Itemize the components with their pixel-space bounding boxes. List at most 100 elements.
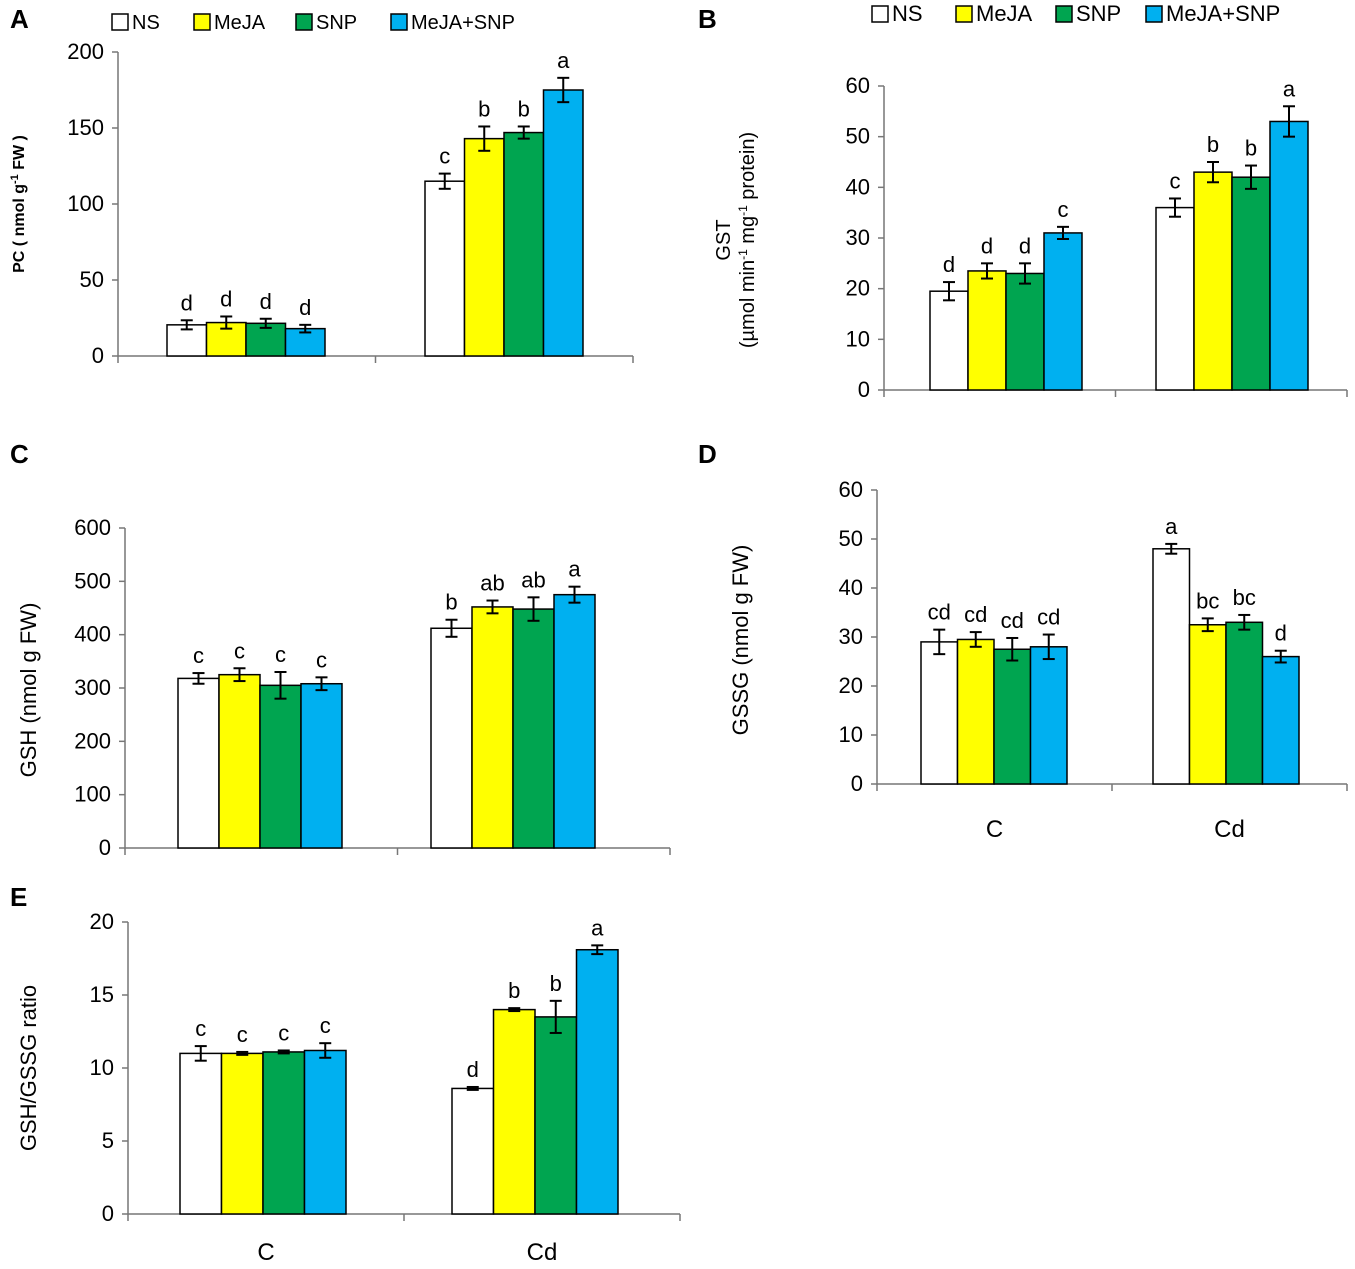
- significance-label: d: [467, 1057, 479, 1082]
- significance-label: d: [181, 290, 193, 315]
- bar: [1005, 272, 1045, 391]
- legend-swatch-ns: [871, 5, 889, 23]
- significance-label: d: [299, 295, 311, 320]
- bar: [259, 684, 302, 849]
- y-axis-title: (µmol min-1 mg-1 protein): [736, 132, 759, 348]
- significance-label: b: [518, 96, 530, 121]
- y-tick-label: 50: [846, 124, 870, 149]
- significance-label: d: [1019, 233, 1031, 258]
- significance-label: b: [508, 978, 520, 1003]
- bar: [1225, 621, 1264, 785]
- significance-label: c: [237, 1022, 248, 1047]
- y-tick-label: 20: [846, 276, 870, 301]
- bar: [430, 627, 473, 849]
- legend: NS MeJA SNP MeJA+SNP: [871, 1, 1280, 26]
- bar: [1155, 206, 1195, 391]
- y-tick-label: 0: [858, 377, 870, 402]
- y-tick-label: 0: [851, 771, 863, 796]
- significance-label: a: [591, 915, 604, 940]
- x-tick-label: C: [986, 816, 1003, 843]
- bar: [503, 131, 545, 357]
- significance-label: d: [981, 233, 993, 258]
- bar: [220, 1052, 264, 1215]
- bar: [1029, 646, 1068, 785]
- chart-panel-b: B 0 10 20 30 40 50 60 d d d c c b b a GST(µmol min-1 mg-…: [698, 4, 1348, 402]
- panel-label: D: [698, 439, 717, 469]
- significance-label: b: [550, 971, 562, 996]
- bar: [542, 89, 584, 357]
- legend-swatch-meja: [193, 13, 211, 31]
- bar: [451, 1087, 495, 1215]
- y-tick-label: 15: [90, 982, 114, 1007]
- significance-label: a: [557, 48, 570, 73]
- panel-label: A: [10, 4, 29, 34]
- significance-label: cd: [964, 602, 987, 627]
- y-axis-title: PC ( nmol g-1 FW ): [9, 135, 28, 273]
- significance-label: cd: [1037, 605, 1060, 630]
- y-tick-label: 0: [102, 1201, 114, 1226]
- x-tick-label: Cd: [1214, 816, 1245, 843]
- significance-label: c: [320, 1013, 331, 1038]
- bar: [300, 682, 343, 849]
- y-tick-label: 5: [102, 1128, 114, 1153]
- y-tick-label: 10: [846, 326, 870, 351]
- bar: [929, 290, 969, 391]
- significance-label: c: [316, 647, 327, 672]
- bar: [1193, 171, 1233, 391]
- legend-label: MeJA+SNP: [411, 12, 515, 34]
- x-tick-label: Cd: [527, 1239, 558, 1266]
- significance-label: c: [439, 144, 450, 169]
- y-tick-label: 150: [67, 115, 104, 140]
- significance-label: bc: [1196, 588, 1219, 613]
- chart-panel-a: A 0 50 100 150 200 d d d d c b b a PC ( nmol g-1 FW ): [9, 4, 634, 368]
- y-tick-label: 60: [846, 73, 870, 98]
- y-tick-label: 0: [92, 343, 104, 368]
- legend-swatch-meja-snp: [390, 13, 408, 31]
- panel-label: B: [698, 4, 717, 34]
- y-tick-label: 20: [839, 673, 863, 698]
- legend-swatch-meja: [955, 5, 973, 23]
- x-tick-label: C: [257, 1239, 274, 1266]
- significance-label: c: [195, 1016, 206, 1041]
- bar: [463, 137, 505, 357]
- y-tick-label: 200: [74, 728, 111, 753]
- y-tick-label: 100: [74, 782, 111, 807]
- y-tick-label: 20: [90, 909, 114, 934]
- bar: [218, 673, 261, 849]
- bar: [1188, 624, 1227, 785]
- y-axis-title: GST: [713, 219, 735, 260]
- bar: [1231, 176, 1271, 391]
- significance-label: a: [568, 557, 581, 582]
- significance-label: b: [445, 590, 457, 615]
- bar: [920, 641, 959, 785]
- bar: [1261, 655, 1300, 785]
- y-tick-label: 40: [839, 575, 863, 600]
- y-tick-label: 300: [74, 675, 111, 700]
- bar: [471, 606, 514, 849]
- y-tick-label: 50: [839, 526, 863, 551]
- significance-label: d: [220, 286, 232, 311]
- bar: [303, 1049, 347, 1215]
- bar: [967, 270, 1007, 391]
- bar: [512, 608, 555, 849]
- significance-label: c: [1170, 168, 1181, 193]
- significance-label: c: [278, 1020, 289, 1045]
- y-tick-label: 100: [67, 191, 104, 216]
- bar: [956, 638, 995, 785]
- y-axis-title: GSH/GSSG ratio: [16, 985, 41, 1151]
- legend-swatch-ns: [111, 13, 129, 31]
- legend-swatch-snp: [1055, 5, 1073, 23]
- bar: [575, 948, 619, 1215]
- significance-label: d: [1275, 621, 1287, 646]
- significance-label: c: [1058, 197, 1069, 222]
- bar: [492, 1008, 536, 1215]
- bar: [424, 180, 466, 357]
- y-tick-label: 200: [67, 39, 104, 64]
- bar: [262, 1051, 306, 1215]
- significance-label: c: [234, 638, 245, 663]
- bar: [534, 1016, 578, 1215]
- bar: [1269, 120, 1309, 391]
- significance-label: ab: [521, 567, 545, 592]
- y-tick-label: 40: [846, 174, 870, 199]
